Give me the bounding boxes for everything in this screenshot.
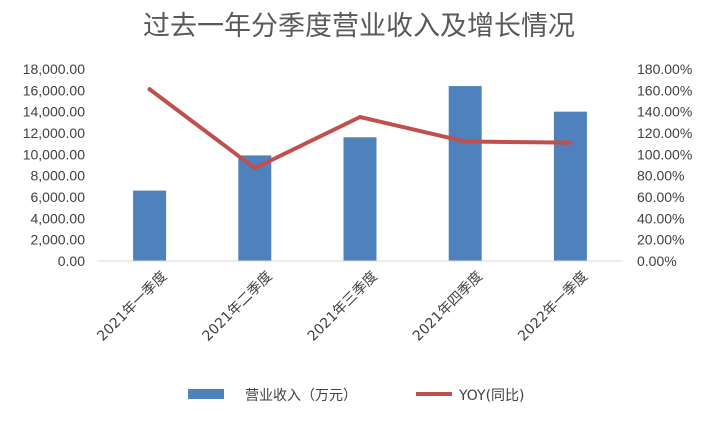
bar-series (133, 86, 587, 262)
line-series (147, 87, 573, 171)
x-tick-label: 2021年三季度 (305, 269, 381, 345)
x-tick-label: 2021年二季度 (200, 269, 276, 345)
legend-line-label: YOY(同比) (458, 388, 525, 404)
revenue-bar (238, 155, 272, 261)
right-y-tick-label: 20.00% (637, 232, 684, 248)
right-y-tick-label: 0.00% (637, 253, 677, 269)
revenue-bar (133, 190, 167, 261)
legend: 营业收入（万元） YOY(同比) (188, 388, 525, 404)
x-tick-label: 2021年四季度 (410, 269, 486, 345)
x-tick-label: 2021年一季度 (94, 269, 170, 345)
revenue-bar (448, 86, 482, 261)
right-y-tick-label: 180.00% (637, 61, 692, 77)
x-axis: 2021年一季度 2021年二季度 2021年三季度 2021年四季度 2022年一季度 (94, 269, 591, 345)
yoy-point (252, 166, 257, 171)
left-y-tick-label: 12,000.00 (23, 125, 85, 141)
revenue-bar (343, 137, 377, 261)
left-y-tick-label: 2,000.00 (31, 232, 86, 248)
right-y-tick-label: 100.00% (637, 146, 692, 162)
yoy-point (358, 115, 362, 119)
left-y-tick-label: 8,000.00 (31, 168, 86, 184)
x-tick-label: 2022年一季度 (515, 269, 591, 345)
chart-title: 过去一年分季度营业收入及增长情况 (143, 11, 575, 42)
revenue-bar (553, 111, 587, 262)
yoy-point (568, 140, 573, 145)
left-y-tick-label: 16,000.00 (23, 82, 85, 98)
legend-bar-label: 营业收入（万元） (245, 388, 357, 404)
right-y-tick-label: 80.00% (637, 168, 684, 184)
right-y-tick-label: 60.00% (637, 189, 684, 205)
right-y-axis: 0.00% 20.00% 40.00% 60.00% 80.00% 100.00% 120.… (637, 61, 692, 269)
left-y-tick-label: 0.00 (58, 253, 85, 269)
legend-bar-swatch (188, 389, 224, 399)
yoy-point (463, 139, 468, 144)
right-y-tick-label: 40.00% (637, 210, 684, 226)
left-y-tick-label: 6,000.00 (31, 189, 86, 205)
left-y-tick-label: 4,000.00 (31, 210, 86, 226)
left-y-tick-label: 14,000.00 (23, 104, 85, 120)
right-y-tick-label: 140.00% (637, 104, 692, 120)
right-y-tick-label: 160.00% (637, 82, 692, 98)
left-y-tick-label: 18,000.00 (23, 61, 85, 77)
left-y-axis: 0.00 2,000.00 4,000.00 6,000.00 8,000.00 10,0… (23, 61, 86, 269)
yoy-point (147, 87, 152, 92)
right-y-tick-label: 120.00% (637, 125, 692, 141)
left-y-tick-label: 10,000.00 (23, 146, 85, 162)
